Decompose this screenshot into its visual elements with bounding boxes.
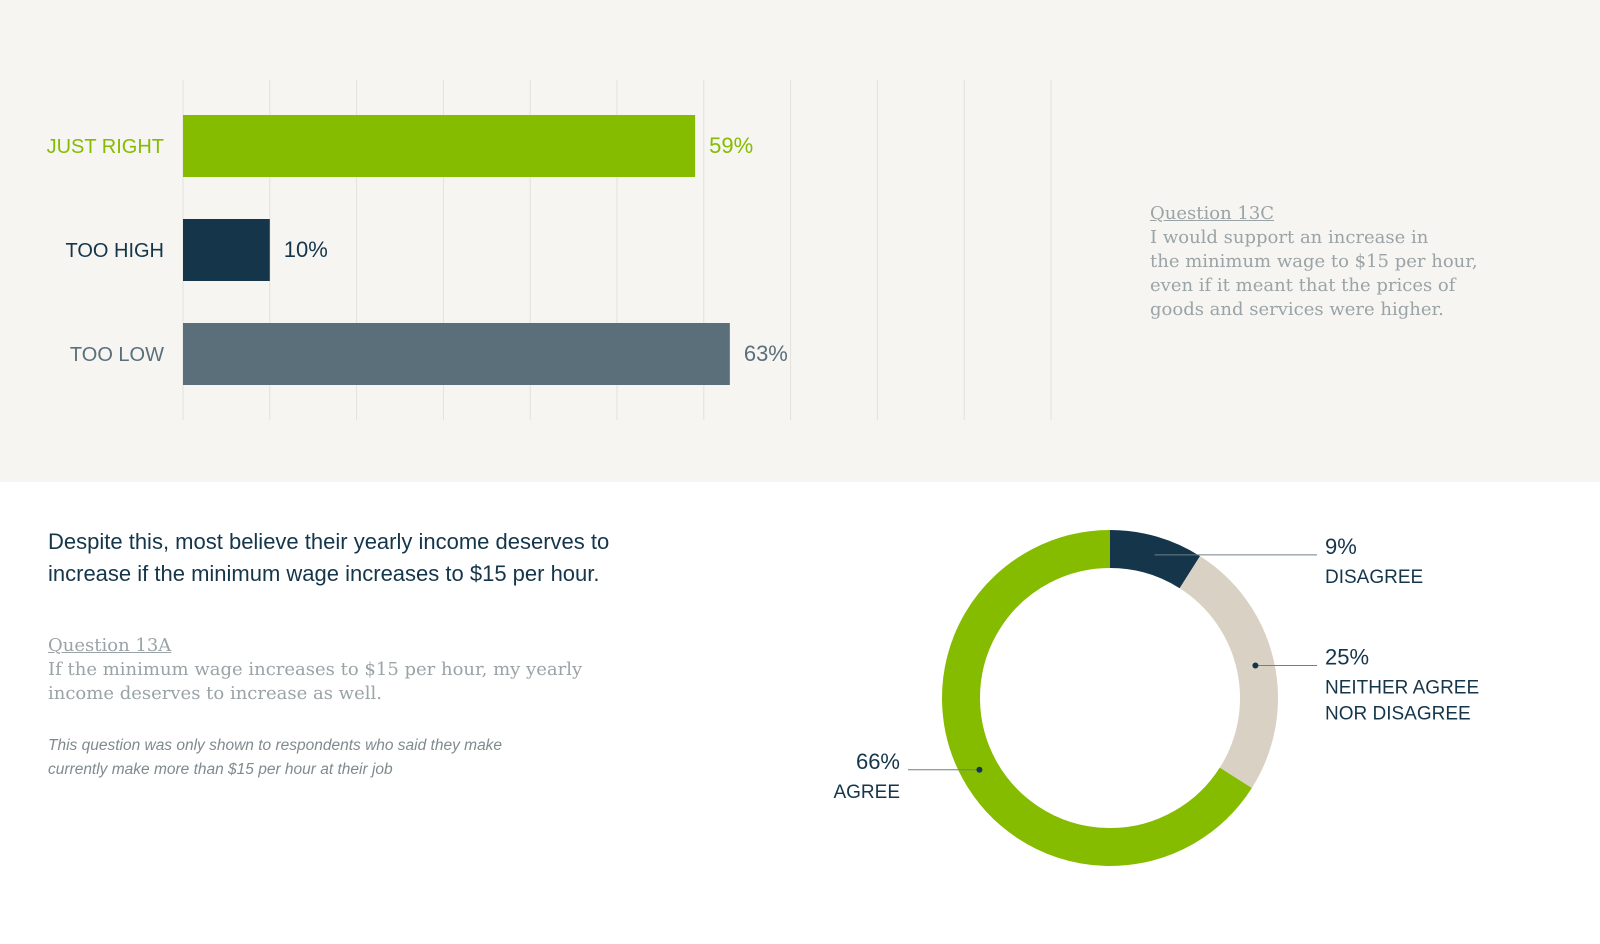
- donut-chart: 9% DISAGREE 25% NEITHER AGREE NOR DISAGREE 66…: [833, 530, 1479, 866]
- question-13c-block: Question 13C I would support an increase…: [1150, 202, 1490, 322]
- question-13a-link[interactable]: Question 13A: [48, 635, 172, 656]
- headline-line: increase if the minimum wage increases t…: [48, 561, 600, 586]
- question-13c-line: I would support an increase in: [1150, 227, 1429, 248]
- slice-value-label: 25%: [1325, 644, 1369, 669]
- bar-chart: JUST RIGHT 59% TOO HIGH 10% TOO LOW 63%: [47, 80, 1052, 420]
- callout-dot: [1252, 662, 1259, 669]
- question-13c-link[interactable]: Question 13C: [1150, 203, 1275, 224]
- category-label: TOO LOW: [70, 344, 164, 366]
- callout-dot: [1148, 551, 1155, 558]
- donut-slice: [1179, 556, 1278, 789]
- note-line: This question was only shown to responde…: [48, 737, 503, 754]
- category-label: JUST RIGHT: [47, 136, 164, 158]
- question-13a-line: income deserves to increase as well.: [48, 683, 382, 704]
- slice-value-label: 9%: [1325, 534, 1357, 559]
- bar: [183, 219, 270, 281]
- value-label: 59%: [709, 133, 753, 158]
- question-13c-line: even if it meant that the prices of: [1150, 275, 1456, 296]
- slice-name-label: NOR DISAGREE: [1325, 703, 1471, 724]
- bar: [183, 323, 730, 385]
- slice-value-label: 66%: [856, 749, 900, 774]
- value-label: 63%: [744, 341, 788, 366]
- slice-name-label: DISAGREE: [1325, 567, 1423, 588]
- section-headline: Despite this, most believe their yearly …: [48, 526, 648, 590]
- respondent-note: This question was only shown to responde…: [48, 734, 568, 782]
- question-13a-block: Question 13A If the minimum wage increas…: [48, 634, 608, 706]
- question-13c-line: goods and services were higher.: [1150, 299, 1444, 320]
- question-13a-line: If the minimum wage increases to $15 per…: [48, 659, 583, 680]
- value-label: 10%: [284, 237, 328, 262]
- bar: [183, 115, 696, 177]
- question-13c-line: the minimum wage to $15 per hour,: [1150, 251, 1478, 272]
- callout-dot: [976, 766, 983, 773]
- note-line: currently make more than $15 per hour at…: [48, 761, 393, 778]
- slice-name-label: AGREE: [833, 782, 900, 803]
- category-label: TOO HIGH: [65, 240, 164, 262]
- bar-chart-section: JUST RIGHT 59% TOO HIGH 10% TOO LOW 63% Quest…: [0, 0, 1600, 482]
- donut-chart-section: [0, 482, 1600, 944]
- slice-name-label: NEITHER AGREE: [1325, 677, 1479, 698]
- headline-line: Despite this, most believe their yearly …: [48, 529, 610, 554]
